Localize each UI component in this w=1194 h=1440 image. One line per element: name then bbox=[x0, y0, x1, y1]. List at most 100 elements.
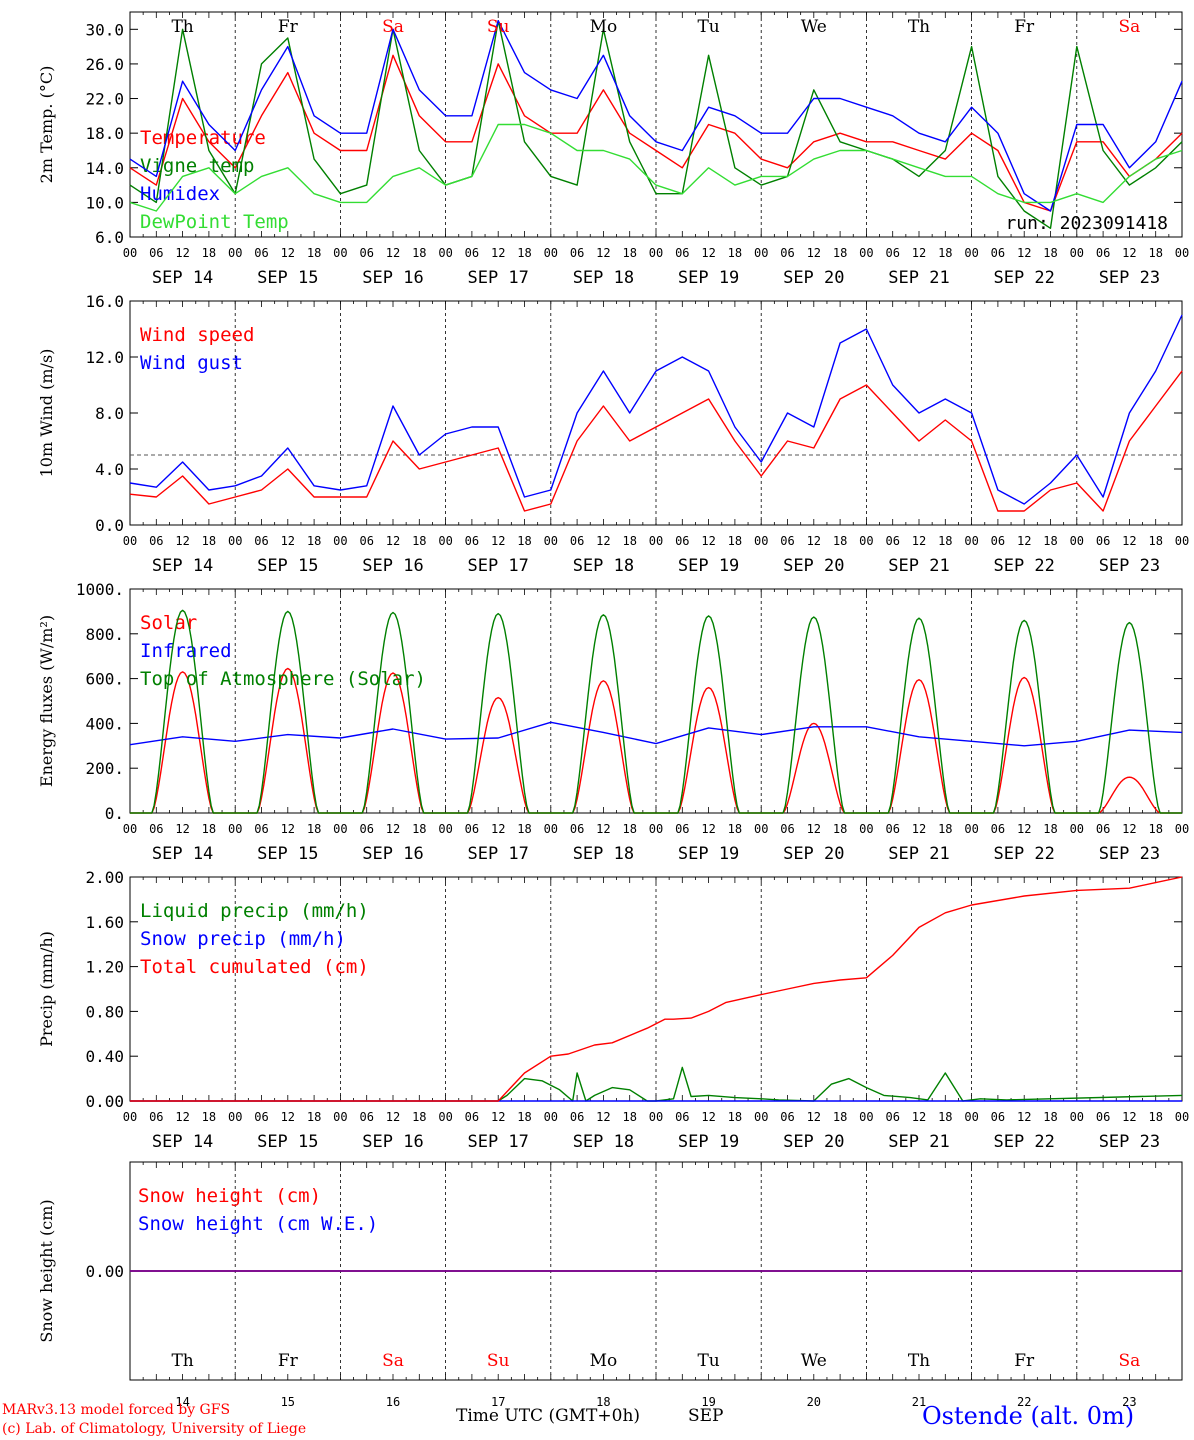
hour-label: 06 bbox=[1096, 246, 1110, 260]
date-label: SEP 21 bbox=[888, 1132, 949, 1152]
hour-label: 00 bbox=[544, 534, 558, 548]
hour-label: 18 bbox=[622, 822, 636, 836]
date-label: SEP 22 bbox=[993, 268, 1054, 288]
hour-label: 06 bbox=[254, 822, 268, 836]
date-label: SEP 17 bbox=[467, 268, 528, 288]
day-name-top: Fr bbox=[1014, 17, 1035, 37]
date-label: SEP 21 bbox=[888, 268, 949, 288]
hour-label: 06 bbox=[675, 246, 689, 260]
hour-label: 12 bbox=[912, 246, 926, 260]
hour-label: 06 bbox=[465, 822, 479, 836]
date-label: SEP 19 bbox=[678, 268, 739, 288]
hour-label: 18 bbox=[1043, 1110, 1057, 1124]
hour-label: 06 bbox=[885, 1110, 899, 1124]
hour-label: 00 bbox=[1175, 1110, 1189, 1124]
date-label: SEP 19 bbox=[678, 1132, 739, 1152]
hour-label: 18 bbox=[412, 534, 426, 548]
hour-label: 18 bbox=[622, 1110, 636, 1124]
hour-label: 18 bbox=[1043, 246, 1057, 260]
hour-label: 18 bbox=[833, 1110, 847, 1124]
hour-label: 00 bbox=[333, 1110, 347, 1124]
hour-label: 00 bbox=[333, 534, 347, 548]
hour-label: 18 bbox=[517, 534, 531, 548]
hour-label: 18 bbox=[833, 534, 847, 548]
hour-label: 06 bbox=[570, 534, 584, 548]
day-number: 20 bbox=[807, 1395, 821, 1409]
day-name-bottom: Fr bbox=[1014, 1351, 1035, 1371]
date-label: SEP 17 bbox=[467, 556, 528, 576]
hour-label: 18 bbox=[1148, 246, 1162, 260]
day-number: 22 bbox=[1017, 1395, 1031, 1409]
hour-label: 12 bbox=[807, 822, 821, 836]
date-label: SEP 20 bbox=[783, 268, 844, 288]
hour-label: 06 bbox=[1096, 1110, 1110, 1124]
day-name-bottom: Mo bbox=[590, 1351, 618, 1371]
day-name-bottom: Tu bbox=[697, 1351, 719, 1371]
day-name-bottom: We bbox=[801, 1351, 827, 1371]
hour-label: 18 bbox=[307, 1110, 321, 1124]
hour-label: 18 bbox=[202, 246, 216, 260]
date-label: SEP 20 bbox=[783, 844, 844, 864]
series-line-precip-0 bbox=[130, 1066, 1183, 1102]
hour-label: 18 bbox=[622, 534, 636, 548]
series-line-wind-1 bbox=[129, 314, 1183, 505]
hour-label: 00 bbox=[859, 246, 873, 260]
hour-label: 00 bbox=[333, 246, 347, 260]
hour-label: 00 bbox=[438, 822, 452, 836]
run-label: run: 2023091418 bbox=[1005, 213, 1168, 234]
hour-label: 06 bbox=[254, 246, 268, 260]
day-number: 15 bbox=[281, 1395, 295, 1409]
hour-label: 06 bbox=[991, 1110, 1005, 1124]
hour-label: 00 bbox=[544, 1110, 558, 1124]
y-tick-label: 0.40 bbox=[85, 1047, 124, 1066]
date-label: SEP 16 bbox=[362, 556, 423, 576]
legend-entry: Wind speed bbox=[140, 324, 254, 346]
hour-label: 18 bbox=[202, 534, 216, 548]
y-tick-label: 16.0 bbox=[85, 292, 124, 311]
legend-entry: DewPoint Temp bbox=[140, 211, 289, 233]
series-line-wind-0 bbox=[129, 370, 1183, 512]
hour-label: 12 bbox=[386, 822, 400, 836]
hour-label: 12 bbox=[491, 822, 505, 836]
series-line-temp-3 bbox=[129, 123, 1183, 212]
date-label: SEP 20 bbox=[783, 1132, 844, 1152]
day-number: 16 bbox=[386, 1395, 400, 1409]
hour-label: 00 bbox=[964, 246, 978, 260]
hour-label: 00 bbox=[438, 1110, 452, 1124]
hour-label: 06 bbox=[149, 246, 163, 260]
y-axis-label: 10m Wind (m/s) bbox=[37, 349, 56, 478]
date-label: SEP 19 bbox=[678, 844, 739, 864]
y-tick-label: 22.0 bbox=[85, 90, 124, 109]
hour-label: 18 bbox=[1148, 822, 1162, 836]
day-name-top: Th bbox=[908, 17, 930, 37]
date-label: SEP 22 bbox=[993, 1132, 1054, 1152]
hour-label: 12 bbox=[1122, 1110, 1136, 1124]
day-name-bottom: Th bbox=[908, 1351, 930, 1371]
hour-label: 12 bbox=[491, 246, 505, 260]
y-tick-label: 6.0 bbox=[95, 228, 124, 247]
hour-label: 18 bbox=[412, 822, 426, 836]
hour-label: 06 bbox=[254, 1110, 268, 1124]
hour-label: 18 bbox=[622, 246, 636, 260]
hour-label: 12 bbox=[386, 1110, 400, 1124]
hour-label: 06 bbox=[465, 1110, 479, 1124]
hour-label: 00 bbox=[964, 1110, 978, 1124]
hour-label: 06 bbox=[675, 534, 689, 548]
hour-label: 18 bbox=[938, 1110, 952, 1124]
day-name-bottom: Fr bbox=[278, 1351, 299, 1371]
hour-label: 12 bbox=[1122, 822, 1136, 836]
day-name-bottom: Sa bbox=[382, 1351, 404, 1371]
hour-label: 12 bbox=[1122, 534, 1136, 548]
hour-label: 06 bbox=[359, 822, 373, 836]
day-number: 21 bbox=[912, 1395, 926, 1409]
day-name-top: Mo bbox=[590, 17, 618, 37]
hour-label: 06 bbox=[465, 246, 479, 260]
hour-label: 12 bbox=[491, 1110, 505, 1124]
hour-label: 18 bbox=[728, 246, 742, 260]
hour-label: 06 bbox=[149, 1110, 163, 1124]
day-name-bottom: Sa bbox=[1119, 1351, 1141, 1371]
hour-label: 12 bbox=[596, 246, 610, 260]
day-name-top: Sa bbox=[382, 17, 404, 37]
date-label: SEP 16 bbox=[362, 844, 423, 864]
